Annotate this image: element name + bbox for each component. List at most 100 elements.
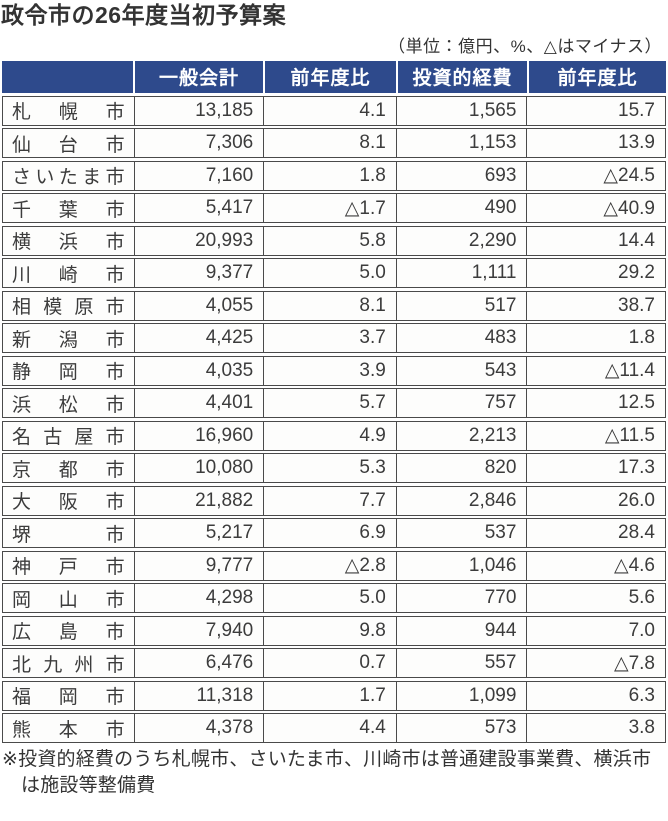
value-cell: △11.5 [526, 421, 665, 450]
city-name-char: さ [12, 167, 32, 189]
city-name-char: 熊 [12, 719, 32, 741]
city-name-char: 市 [105, 362, 125, 384]
city-name-cell: 福岡市 [3, 682, 134, 710]
value-cell: △40.9 [526, 194, 665, 223]
value-cell: 1.8 [526, 324, 665, 353]
city-name-char: ま [82, 167, 102, 189]
table-row: 神 戸 市 9,777 △2.8 1,046 △4.6 [2, 550, 666, 581]
value-cell: 944 [395, 616, 527, 645]
city-name-char: 堺 [12, 524, 32, 546]
city-name-char: 市 [105, 102, 125, 124]
value-cell: 1.8 [263, 161, 396, 190]
city-name-char: 市 [105, 589, 125, 611]
value-cell: 1,111 [395, 259, 527, 288]
city-name-char: 京 [12, 459, 32, 481]
table-row: 札 幌 市 13,185 4.1 1,565 15.7 [2, 95, 666, 126]
value-cell: 4,298 [133, 584, 264, 613]
table-row: 名古屋市 16,960 4.9 2,213 △11.5 [2, 420, 666, 451]
city-name-char: 潟 [58, 329, 78, 351]
value-cell: 6.3 [526, 681, 665, 710]
city-name-char: 原 [74, 297, 94, 319]
table-row: 広 島 市 7,940 9.8 944 7.0 [2, 615, 666, 646]
value-cell: 3.7 [263, 324, 396, 353]
table-row: 千 葉 市 5,417 △1.7 490 △40.9 [2, 193, 666, 224]
value-cell: 17.3 [526, 454, 665, 483]
value-cell: 7,306 [133, 129, 264, 158]
city-name-char: 浜 [12, 394, 32, 416]
value-cell: 693 [395, 161, 527, 190]
city-name-char: 島 [58, 622, 78, 644]
value-cell: 5.0 [263, 584, 396, 613]
city-name-char: 北 [12, 654, 32, 676]
value-cell: 1,153 [395, 129, 527, 158]
value-cell: 0.7 [263, 649, 396, 678]
city-name-char: 岡 [58, 687, 78, 709]
city-name-char: 台 [58, 134, 78, 156]
city-name-cell: 浜松市 [3, 389, 134, 417]
budget-table: 一般会計 前年度比 投資的経費 前年度比 札幌市 13,185 4.1 1,565 15.7 仙… [2, 60, 666, 744]
value-cell: 543 [395, 356, 527, 385]
value-cell: 38.7 [526, 291, 665, 320]
value-cell: 4,425 [133, 324, 264, 353]
value-cell: △4.6 [526, 551, 665, 580]
value-cell: 4,378 [133, 714, 264, 743]
table-row: 岡 山 市 4,298 5.0 770 5.6 [2, 583, 666, 614]
value-cell: 28.4 [526, 519, 665, 548]
city-name-char: 模 [43, 297, 63, 319]
value-cell: △2.8 [263, 551, 396, 580]
value-cell: 26.0 [526, 486, 665, 515]
city-name-char: 市 [105, 654, 125, 676]
city-name-char: 幌 [58, 102, 78, 124]
city-name-char: 仙 [12, 134, 32, 156]
table-row: 堺市 5,217 6.9 537 28.4 [2, 518, 666, 549]
city-name-char: 横 [12, 232, 32, 254]
value-cell: △24.5 [526, 161, 665, 190]
value-cell: 11,318 [133, 681, 264, 710]
city-name-char: 市 [105, 719, 125, 741]
value-cell: 6.9 [263, 519, 396, 548]
header-cell-empty [2, 61, 133, 93]
city-name-char: 浜 [58, 232, 78, 254]
city-name-char: 都 [58, 459, 78, 481]
city-name-char: 市 [105, 459, 125, 481]
city-name-char: 市 [105, 264, 125, 286]
value-cell: 4,401 [133, 389, 264, 418]
city-name-char: 福 [12, 687, 32, 709]
city-name-char: 市 [105, 232, 125, 254]
value-cell: 9,777 [133, 551, 264, 580]
value-cell: 7,160 [133, 161, 264, 190]
table-footnote: ※投資的経費のうち札幌市、さいたま市、川崎市は普通建設事業費、横浜市は施設等整備… [2, 749, 652, 796]
value-cell: 5.3 [263, 454, 396, 483]
city-name-char: 阪 [58, 492, 78, 514]
city-name-char: 市 [105, 622, 125, 644]
value-cell: 10,080 [133, 454, 264, 483]
city-name-char: 千 [12, 199, 32, 221]
city-name-cell: 熊本市 [3, 714, 134, 742]
city-name-char: 市 [105, 557, 125, 579]
city-name-char: 神 [12, 557, 32, 579]
header-cell: 投資的経費 [396, 60, 527, 93]
city-name-cell: 札幌市 [3, 97, 134, 125]
city-name-char: 屋 [74, 427, 94, 449]
value-cell: 13,185 [133, 96, 264, 125]
table-row: 熊 本 市 4,378 4.4 573 3.8 [2, 713, 666, 744]
value-cell: 5,217 [133, 519, 264, 548]
value-cell: 1.7 [263, 681, 396, 710]
value-cell: 4.1 [263, 96, 396, 125]
city-name-char: 岡 [12, 589, 32, 611]
city-name-char: 州 [74, 654, 94, 676]
city-name-char: 札 [12, 102, 32, 124]
city-name-cell: 川崎市 [3, 259, 134, 287]
value-cell: 12.5 [526, 389, 665, 418]
table-body: 札幌市 13,185 4.1 1,565 15.7 仙台市 7,306 8.1 1,153 13.… [2, 95, 666, 744]
value-cell: 1,099 [395, 681, 527, 710]
value-cell: 4,055 [133, 291, 264, 320]
table-row: 福 岡 市 11,318 1.7 1,099 6.3 [2, 680, 666, 711]
value-cell: 490 [395, 194, 527, 223]
value-cell: 13.9 [526, 129, 665, 158]
table-row: 新 潟 市 4,425 3.7 483 1.8 [2, 323, 666, 354]
value-cell: 7,940 [133, 616, 264, 645]
city-name-char: 相 [12, 297, 32, 319]
value-cell: △1.7 [263, 194, 396, 223]
value-cell: 9,377 [133, 259, 264, 288]
